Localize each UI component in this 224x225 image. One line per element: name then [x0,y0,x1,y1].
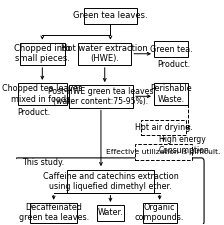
Text: Hot air drying.: Hot air drying. [134,123,192,132]
FancyBboxPatch shape [135,144,192,160]
FancyBboxPatch shape [30,203,77,223]
Text: Product.: Product. [158,61,191,70]
Text: Green tea leaves.: Green tea leaves. [73,11,148,20]
Text: Hot water extraction
(HWE).: Hot water extraction (HWE). [61,44,148,63]
Text: Decaffeinated
green tea leaves.: Decaffeinated green tea leaves. [19,203,89,223]
FancyBboxPatch shape [67,170,154,193]
FancyBboxPatch shape [84,8,137,24]
Text: Effective utilization is difficult.: Effective utilization is difficult. [106,149,221,155]
FancyBboxPatch shape [20,43,65,65]
Text: Perishable
Waste.: Perishable Waste. [150,84,192,104]
Text: Chopped into
small pieces.: Chopped into small pieces. [14,44,71,63]
FancyBboxPatch shape [142,203,177,223]
FancyBboxPatch shape [97,205,124,220]
Text: Caffeine and catechins extraction
using liquefied dimethyl ether.: Caffeine and catechins extraction using … [43,172,178,191]
FancyBboxPatch shape [141,120,186,135]
Text: Post-HWE green tea leaves
(water content:75-95%).: Post-HWE green tea leaves (water content… [48,87,154,106]
Text: This study.: This study. [22,158,65,167]
FancyBboxPatch shape [154,83,188,105]
Text: Green tea.: Green tea. [150,45,192,54]
FancyBboxPatch shape [18,83,67,105]
Text: Organic
compounds.: Organic compounds. [135,203,184,223]
FancyBboxPatch shape [78,43,131,65]
FancyBboxPatch shape [154,41,188,57]
Text: Chopped tea leaves
mixed in foods.: Chopped tea leaves mixed in foods. [2,84,82,104]
Text: Product.: Product. [18,108,51,117]
Text: High energy
Consumption.: High energy Consumption. [159,135,212,155]
Text: Water.: Water. [98,208,123,217]
FancyBboxPatch shape [15,158,204,225]
FancyBboxPatch shape [69,85,133,108]
